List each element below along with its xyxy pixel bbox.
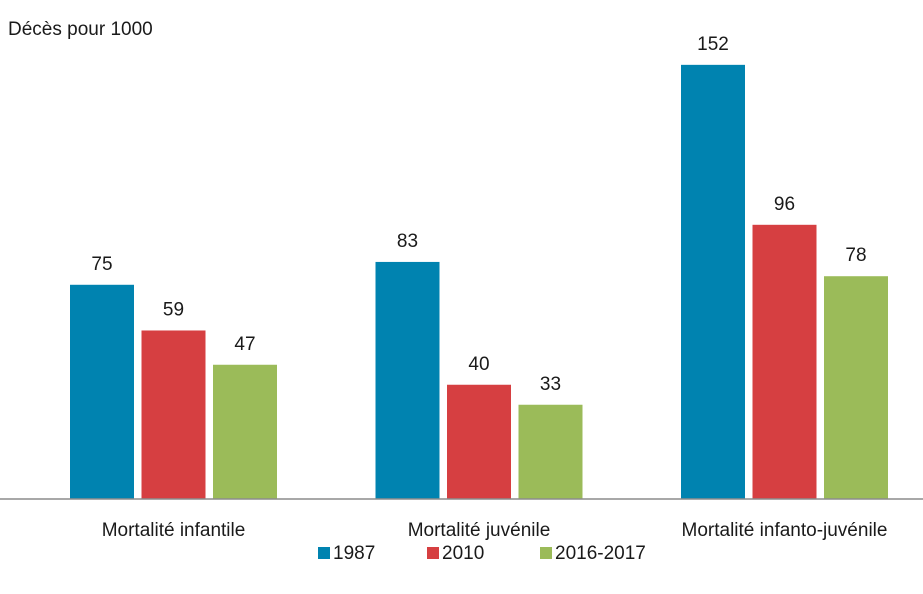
bar (518, 404, 583, 499)
legend-swatch (427, 547, 439, 559)
data-label: 33 (540, 374, 561, 395)
bar (141, 330, 206, 499)
data-label: 78 (845, 245, 866, 266)
bar (375, 261, 440, 499)
bar (213, 364, 277, 499)
legend-swatch (318, 547, 330, 559)
data-label: 83 (397, 231, 418, 252)
legend-label: 1987 (333, 543, 375, 564)
legend-swatch (540, 547, 552, 559)
bar (752, 224, 817, 500)
legend-label: 2010 (442, 543, 484, 564)
bar (681, 64, 745, 499)
bar (824, 276, 888, 499)
data-label: 96 (774, 194, 795, 215)
x-tick-label: Mortalité infantile (102, 520, 246, 541)
chart-title: Décès pour 1000 (8, 19, 153, 40)
data-label: 75 (91, 254, 112, 275)
legend-label: 2016-2017 (555, 543, 646, 564)
data-label: 59 (163, 299, 184, 320)
data-label: 47 (234, 334, 255, 355)
bar (447, 384, 511, 499)
bar (70, 284, 134, 499)
x-tick-label: Mortalité infanto-juvénile (682, 520, 888, 541)
x-tick-label: Mortalité juvénile (408, 520, 551, 541)
data-label: 152 (697, 34, 729, 55)
data-label: 40 (468, 354, 489, 375)
